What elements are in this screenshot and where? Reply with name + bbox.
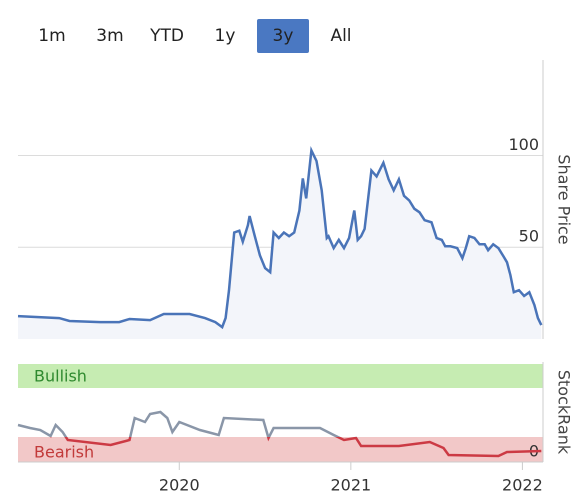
y-axis-title: Share Price	[555, 154, 574, 244]
y-tick-label: 50	[519, 227, 539, 246]
range-button-label: All	[330, 26, 351, 46]
range-button-label: YTD	[149, 26, 184, 46]
range-button[interactable]: 3y	[257, 19, 309, 53]
range-button[interactable]: 3m	[96, 26, 123, 46]
band	[18, 437, 543, 462]
rank-line-bearish	[49, 437, 542, 458]
range-button-label: 1m	[38, 26, 65, 46]
range-button-label: 3y	[273, 26, 294, 46]
x-tick-label: 2022	[502, 476, 543, 495]
area-fill	[18, 150, 542, 339]
range-button[interactable]: All	[330, 26, 351, 46]
range-button[interactable]: 1m	[38, 26, 65, 46]
y-axis-title: StockRank	[555, 370, 574, 455]
rank-line	[17, 410, 357, 437]
band	[18, 364, 543, 388]
range-button-label: 3m	[96, 26, 123, 46]
range-button[interactable]: 1y	[215, 26, 236, 46]
range-button-bg	[257, 19, 309, 53]
range-button-label: 1y	[215, 26, 236, 46]
band-label: Bearish	[34, 443, 94, 462]
x-tick-label: 2020	[159, 476, 200, 495]
range-button[interactable]: YTD	[149, 26, 184, 46]
y-tick-label: 100	[508, 135, 539, 154]
x-tick-label: 2021	[330, 476, 371, 495]
band-label: Bullish	[34, 367, 87, 386]
price-line	[17, 146, 543, 330]
